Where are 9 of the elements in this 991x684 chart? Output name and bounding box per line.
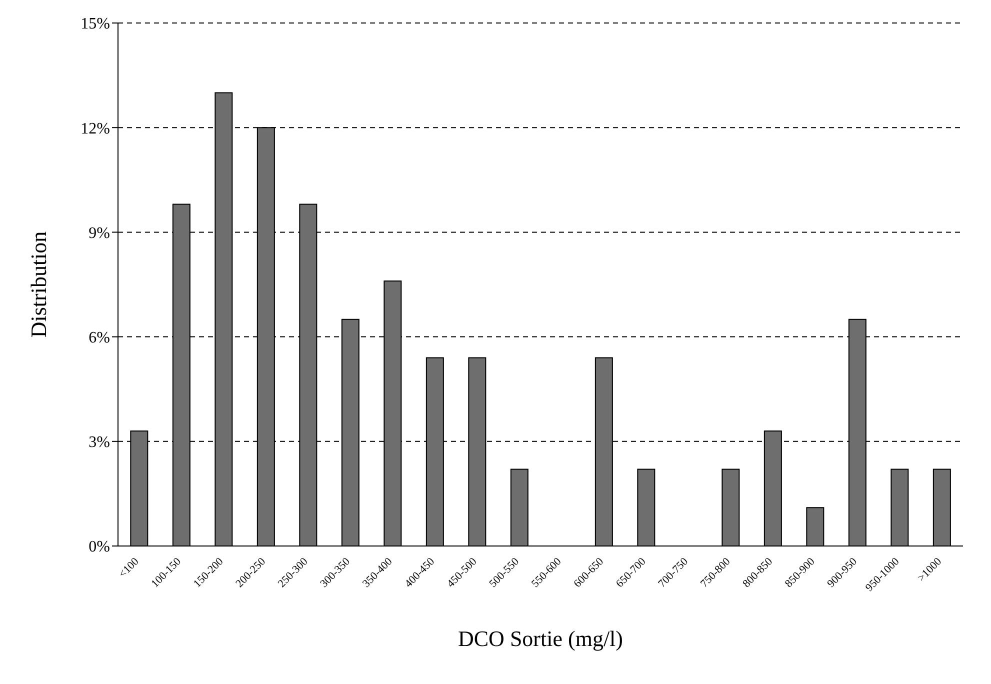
y-axis-title: Distribution: [26, 231, 51, 338]
y-tick-label: 0%: [88, 538, 110, 556]
y-tick-label: 15%: [80, 16, 110, 33]
x-axis-title: DCO Sortie (mg/l): [458, 626, 623, 651]
x-tick-label: <100: [116, 555, 142, 580]
y-tick-label: 3%: [88, 434, 110, 452]
y-tick-label: 9%: [88, 224, 110, 242]
y-tick-label: 6%: [88, 329, 110, 346]
y-tick-label: 12%: [80, 120, 110, 138]
